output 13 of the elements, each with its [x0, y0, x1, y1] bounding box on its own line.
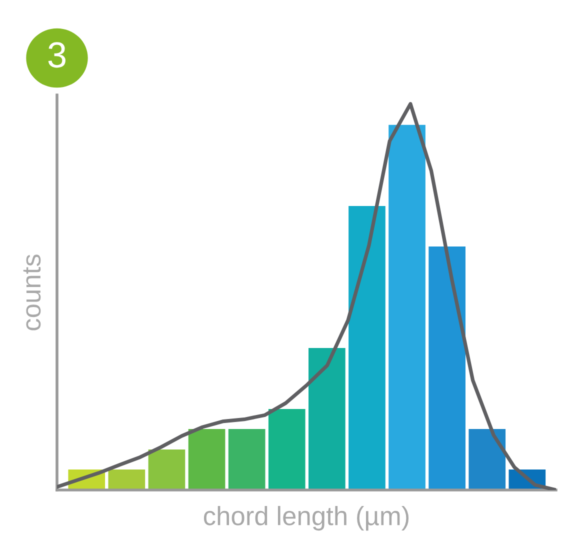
bar [308, 348, 346, 490]
y-axis-title: counts [23, 254, 41, 330]
bar [268, 408, 306, 490]
text: 3 [48, 42, 66, 68]
bar [348, 206, 386, 490]
bar [388, 124, 426, 490]
bar [108, 470, 146, 490]
bar [148, 449, 186, 490]
x-axis-title: chord length (µm) [204, 506, 409, 531]
bar [428, 246, 466, 490]
bar [468, 429, 506, 490]
bar [188, 429, 226, 490]
bar [228, 429, 266, 490]
